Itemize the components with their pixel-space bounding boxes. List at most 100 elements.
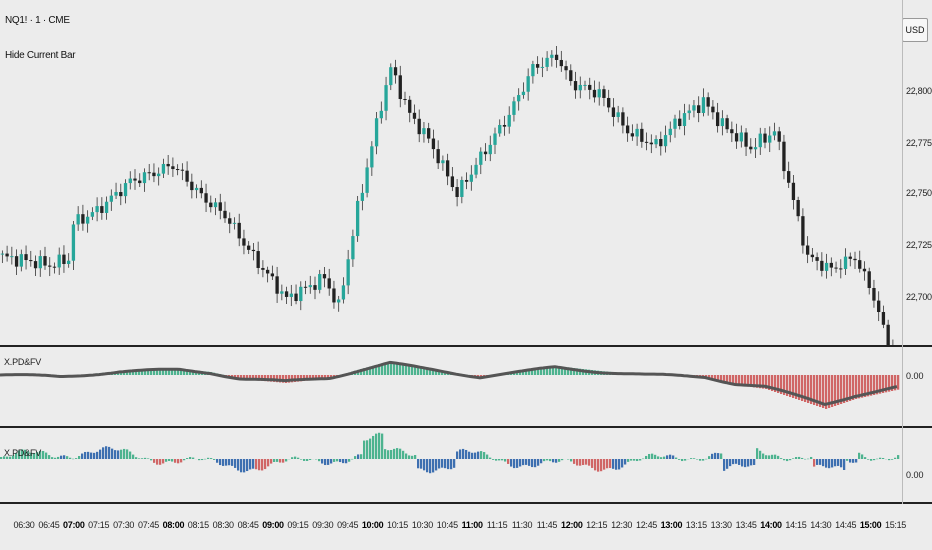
time-tick-label: 15:00 (859, 520, 882, 530)
histogram-bar (795, 375, 798, 399)
histogram-bar (543, 368, 546, 375)
histogram-bar (33, 452, 36, 459)
histogram-bar (369, 438, 372, 459)
indicator-2-label[interactable]: X.PD&FV (4, 448, 42, 458)
histogram-bar (375, 365, 378, 375)
candle-body (71, 224, 76, 261)
histogram-bar (570, 459, 573, 462)
histogram-bar (177, 459, 180, 464)
histogram-bar (102, 447, 105, 459)
histogram-bar (858, 452, 861, 459)
candle-body (839, 268, 843, 270)
histogram-bar (321, 459, 324, 464)
indicator-pane-2[interactable]: X.PD&FV 0.00 (0, 428, 932, 502)
histogram-bar (168, 459, 171, 461)
histogram-bar (213, 459, 216, 460)
histogram-bar (714, 375, 717, 380)
histogram-bar (198, 459, 201, 461)
price-chart[interactable] (0, 0, 932, 345)
histogram-bar (372, 365, 375, 375)
candle-body (583, 84, 587, 86)
candle-body (33, 261, 38, 269)
histogram-bar (357, 454, 360, 459)
histogram-bar (135, 370, 138, 375)
time-tick-label: 13:30 (710, 520, 732, 530)
histogram-bar (150, 459, 153, 461)
histogram-bar (819, 375, 822, 407)
histogram-bar (477, 375, 480, 377)
trend-line (0, 360, 898, 406)
histogram-bar (84, 451, 87, 459)
histogram-bar (156, 459, 159, 465)
candle-body (351, 236, 355, 260)
candle-body (877, 300, 881, 313)
indicator-setting-label[interactable]: Hide Current Bar (5, 50, 76, 61)
histogram-bar (483, 452, 486, 459)
histogram-bar (705, 458, 708, 460)
histogram-bar (138, 458, 141, 459)
histogram-bar (873, 459, 876, 461)
histogram-bar (795, 457, 798, 459)
histogram-bar (132, 370, 135, 375)
candle-body (294, 293, 298, 302)
candle-body (275, 276, 279, 294)
pane-divider[interactable] (0, 345, 932, 347)
candle-body (763, 133, 767, 143)
time-axis[interactable]: 06:30 06:45 07:00 07:15 07:30 07:45 08:00 08:15… (0, 504, 906, 550)
time-tick-label: 08:00 (162, 520, 185, 530)
histogram-bar (885, 375, 888, 393)
histogram-bar (435, 369, 438, 375)
histogram-bar (321, 375, 324, 379)
pane-divider[interactable] (0, 426, 932, 428)
histogram-bar (441, 459, 444, 468)
histogram-bar (360, 454, 363, 459)
histogram-bar (330, 459, 333, 464)
candle-body (573, 81, 578, 91)
histogram-bar (267, 459, 270, 467)
price-pane[interactable]: NQ1! · 1 · CME Hide Current Bar USD 22,8… (0, 0, 932, 345)
histogram-bar (579, 459, 582, 466)
histogram-bar (255, 459, 258, 470)
histogram-bar (381, 433, 384, 459)
symbol-label[interactable]: NQ1! · 1 · CME (5, 15, 70, 26)
time-tick-label: 13:45 (735, 520, 757, 530)
indicator-1-label[interactable]: X.PD&FV (4, 357, 42, 367)
currency-button[interactable]: USD (902, 18, 928, 42)
histogram-bar (39, 450, 42, 459)
candle-body (280, 291, 284, 294)
candle-body (739, 132, 743, 142)
histogram-bar (789, 375, 792, 397)
histogram-bar (522, 459, 525, 466)
histogram-bar (396, 362, 399, 375)
candle-body (607, 97, 611, 108)
histogram-bar (516, 372, 519, 375)
histogram-bar (90, 452, 93, 459)
histogram-bar (876, 458, 879, 460)
histogram-bar (585, 459, 588, 465)
indicator-1-chart[interactable] (0, 347, 932, 426)
candle-body (308, 285, 312, 288)
candle-body (535, 64, 540, 68)
candle-body (100, 206, 104, 213)
histogram-bar (729, 375, 732, 384)
histogram-bar (513, 372, 516, 375)
candle-body (734, 133, 739, 142)
pane-divider[interactable] (0, 502, 932, 504)
histogram-bar (816, 459, 819, 465)
time-tick-label: 10:15 (386, 520, 409, 530)
candle-body (820, 260, 824, 271)
indicator-2-chart[interactable] (0, 428, 932, 502)
histogram-bar (849, 375, 852, 401)
histogram-bar (681, 459, 684, 462)
candle-body (545, 57, 549, 67)
candle-body (218, 202, 222, 211)
candle-body (663, 135, 668, 147)
indicator-pane-1[interactable]: X.PD&FV 0.00 (0, 347, 932, 426)
candle-body (824, 262, 829, 271)
histogram-bar (393, 361, 396, 375)
histogram-bar (765, 455, 768, 459)
histogram-bar (792, 458, 795, 459)
histogram-bar (552, 366, 555, 375)
histogram-bar (402, 450, 405, 459)
histogram-bar (543, 459, 546, 462)
